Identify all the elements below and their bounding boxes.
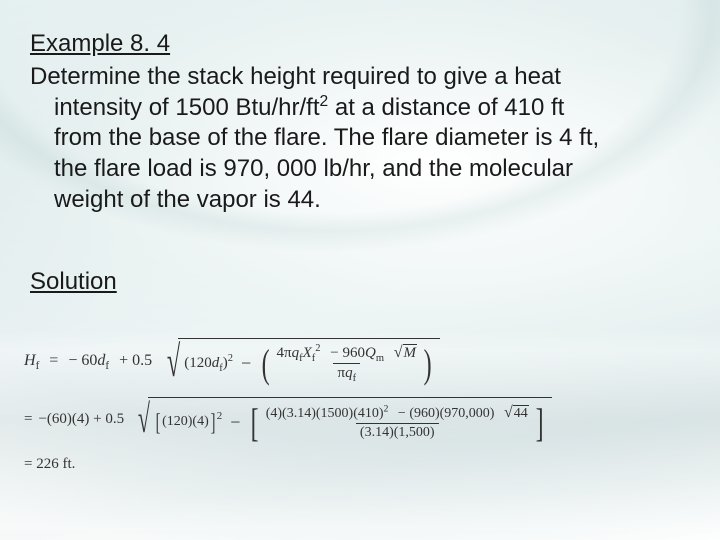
problem-line2a: intensity of 1500 Btu/hr/ft xyxy=(54,94,320,121)
eq2-brack-close-2: ] xyxy=(535,403,543,443)
eq1-paren-open: ( xyxy=(262,344,270,384)
eq2-brack-close-1: ] xyxy=(210,403,215,443)
eq1-lhs-var: H xyxy=(24,352,36,369)
eq2-t1: −(60)(4) + 0.5 xyxy=(38,411,124,427)
eq1-lhs-sub: f xyxy=(36,360,40,372)
eq1-frac-num: 4πqfXf2 − 960Qm √M xyxy=(273,344,422,363)
eq1-fn-v2: X xyxy=(303,345,312,361)
eq1-rf-num: 120 xyxy=(189,355,212,371)
eq1-plus: + 0.5 xyxy=(119,352,152,369)
eq1-fn-rootvar: M xyxy=(404,345,417,361)
eq2-lhs: =−(60)(4) + 0.5 xyxy=(24,411,124,428)
problem-line2b: at a distance of 410 ft xyxy=(328,94,564,121)
eq2-fn-sqrt: √44 xyxy=(504,406,529,421)
eq2-rf: (120)(4) xyxy=(162,414,209,429)
problem-line4: the flare load is 970, 000 lb/hr, and th… xyxy=(30,154,680,185)
eq1-surd: √ xyxy=(167,340,180,385)
eq2-radicand: [ (120)(4) ] 2 − [ (4)(3.14)(1500)(410)2 … xyxy=(148,397,552,442)
content-block: Example 8. 4 Determine the stack height … xyxy=(30,30,680,296)
problem-statement: Determine the stack height required to g… xyxy=(30,62,680,216)
eq2-fraction: (4)(3.14)(1500)(410)2 − (960)(970,000) √… xyxy=(262,404,533,440)
eq1-root: √ (120df)2 − ( 4πqfXf2 − 960Qm √M xyxy=(156,338,440,383)
equation-1: Hf = − 60df + 0.5 √ (120df)2 − ( 4πqfXf2 xyxy=(24,338,696,383)
eq1-mid-minus: − xyxy=(241,353,251,374)
solution-heading: Solution xyxy=(30,268,680,296)
eq2-first-term: (120)(4) xyxy=(162,414,209,430)
eq1-t1-pre: − 60 xyxy=(68,352,97,369)
eq2-fn-b: − (960)(970,000) xyxy=(398,406,495,421)
eq2-root: √ [ (120)(4) ] 2 − [ (4)(3.14)(1500)(410)… xyxy=(128,397,552,442)
equation-2: =−(60)(4) + 0.5 √ [ (120)(4) ] 2 − [ (4)(… xyxy=(24,397,696,442)
eq2-surd: √ xyxy=(138,399,150,444)
eq2-frac-num: (4)(3.14)(1500)(410)2 − (960)(970,000) √… xyxy=(262,404,533,423)
eq1-fn-s2: f xyxy=(312,353,316,364)
eq1-rf-sub: f xyxy=(219,363,223,374)
eq1-fd-var: q xyxy=(345,365,353,381)
eq1-first-term: (120df)2 xyxy=(184,355,233,372)
eq1-paren-close: ) xyxy=(424,344,432,384)
problem-line3: from the base of the flare. The flare di… xyxy=(30,123,680,154)
example-title: Example 8. 4 xyxy=(30,30,680,58)
eq1-frac-den: πqf xyxy=(333,363,360,382)
eq2-fn-root: 44 xyxy=(514,406,528,421)
eq1-rf-sq: 2 xyxy=(228,353,233,364)
eq2-brack-open-2: [ xyxy=(251,403,259,443)
eq1-fn-v3: Q xyxy=(365,345,376,361)
eq2-frac-den: (3.14)(1,500) xyxy=(356,423,439,440)
eq1-fn-sqrt: √M xyxy=(394,345,417,361)
eq1-fn-v1: q xyxy=(292,345,300,361)
eq1-lhs: Hf = − 60df + 0.5 xyxy=(24,352,152,370)
eq1-fn-a: 4π xyxy=(277,345,292,361)
equations: Hf = − 60df + 0.5 √ (120df)2 − ( 4πqfXf2 xyxy=(24,338,696,473)
eq1-fn-sq: 2 xyxy=(315,343,320,354)
eq1-t1-sub: f xyxy=(105,360,109,372)
eq1-fd-sub: f xyxy=(353,373,357,384)
problem-super2: 2 xyxy=(320,93,329,110)
eq2-mid-minus: − xyxy=(230,412,240,433)
slide: Example 8. 4 Determine the stack height … xyxy=(0,0,720,540)
eq2-fn-a: (4)(3.14)(1500)(410) xyxy=(266,406,384,421)
problem-line1: Determine the stack height required to g… xyxy=(30,63,561,90)
eq1-fraction: 4πqfXf2 − 960Qm √M πqf xyxy=(273,344,422,381)
eq2-fn-a-sq: 2 xyxy=(384,403,389,414)
eq1-fn-minus: − 960 xyxy=(330,345,365,361)
equation-3: = 226 ft. xyxy=(24,456,696,473)
eq2-brack-open-1: [ xyxy=(156,403,161,443)
eq1-fd-pi: π xyxy=(337,365,345,381)
problem-line5: weight of the vapor is 44. xyxy=(30,185,680,216)
eq1-radicand: (120df)2 − ( 4πqfXf2 − 960Qm √M πqf xyxy=(178,338,440,383)
eq1-fn-s3: m xyxy=(376,353,384,364)
